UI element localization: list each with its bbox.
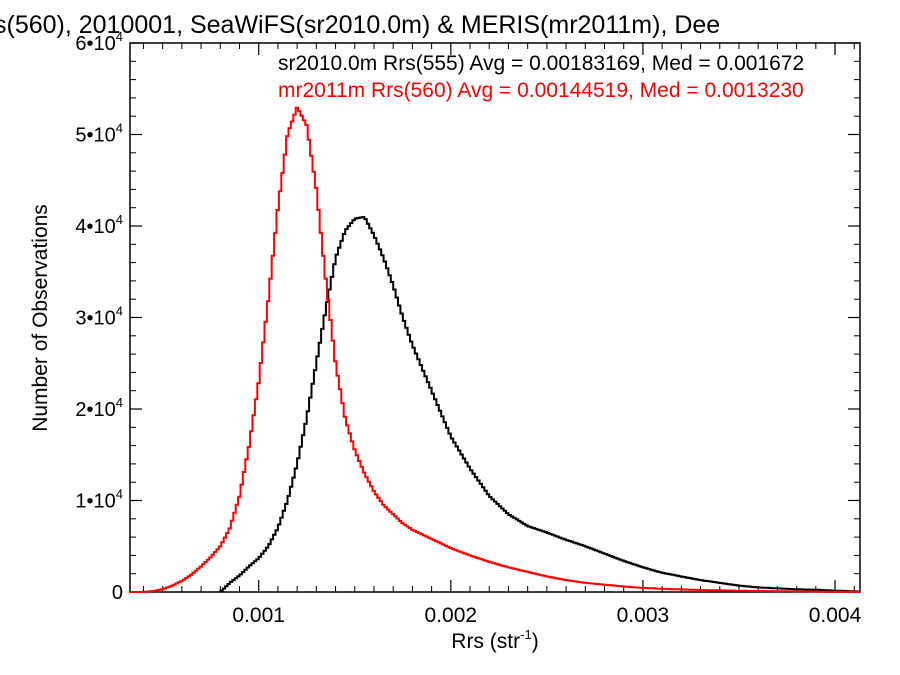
y-tick-mantissa: 1•10 — [75, 491, 115, 513]
y-tick-exponent: 4 — [116, 395, 123, 410]
x-axis-label-sup: -1 — [520, 627, 532, 642]
y-tick-mantissa: 0 — [112, 582, 123, 604]
series-line-sr2010 — [219, 216, 860, 593]
plot-frame — [129, 42, 861, 593]
x-tick-label: 0.004 — [809, 604, 862, 627]
y-tick-exponent: 4 — [116, 304, 123, 319]
series-lines — [130, 106, 860, 593]
y-tick-exponent: 4 — [116, 487, 123, 502]
legend-entry-sr2010: sr2010.0m Rrs(555) Avg = 0.00183169, Med… — [278, 52, 804, 75]
y-tick-mantissa: 5•10 — [75, 125, 115, 147]
y-axis-label: Number of Observations — [29, 204, 52, 432]
y-tick-mantissa: 6•10 — [75, 33, 115, 55]
x-axis-label-end: ) — [532, 630, 539, 653]
series-line-mr2011 — [130, 106, 860, 593]
y-tick-exponent: 4 — [116, 29, 123, 44]
chart-title: s(560), 2010001, SeaWiFS(sr2010.0m) & ME… — [0, 11, 720, 39]
axis-ticks: 0.001 0.002 0.003 0.00401•1042•1043•1044•10… — [75, 29, 861, 627]
y-tick-label: 5•104 — [75, 121, 123, 147]
y-tick-label: 0 — [112, 582, 123, 604]
x-tick-label: 0.002 — [425, 604, 478, 627]
y-tick-label: 1•104 — [75, 487, 123, 513]
y-tick-mantissa: 2•10 — [75, 399, 115, 421]
legend-entry-mr2011: mr2011m Rrs(560) Avg = 0.00144519, Med =… — [278, 79, 804, 102]
y-tick-label: 3•104 — [75, 304, 123, 330]
x-axis-label: Rrs (str-1) — [451, 627, 538, 653]
x-axis-label-main: Rrs (str — [451, 630, 520, 653]
y-tick-exponent: 4 — [116, 212, 123, 227]
x-tick-label: 0.001 — [232, 604, 285, 627]
y-tick-exponent: 4 — [116, 121, 123, 136]
y-tick-mantissa: 4•10 — [75, 216, 115, 238]
y-tick-label: 2•104 — [75, 395, 123, 421]
y-tick-mantissa: 3•10 — [75, 308, 115, 330]
y-tick-label: 4•104 — [75, 212, 123, 238]
x-tick-label: 0.003 — [617, 604, 670, 627]
y-tick-label: 6•104 — [75, 29, 123, 55]
